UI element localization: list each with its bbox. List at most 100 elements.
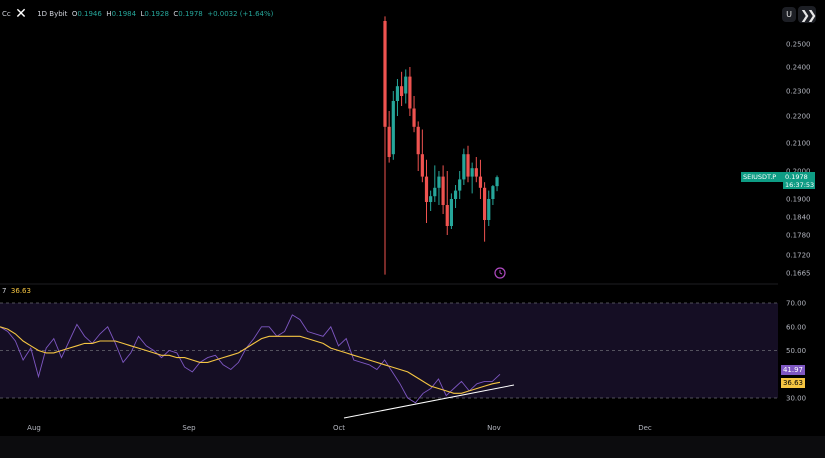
candle-body xyxy=(412,108,416,127)
price-axis-tick: 0.2400 xyxy=(786,64,811,72)
rsi-ma-value-tag: 36.63 xyxy=(781,378,805,388)
rsi-value-tag: 41.97 xyxy=(781,365,805,375)
candle-body xyxy=(429,196,433,202)
candle-body xyxy=(474,168,478,177)
rsi-ma-line[interactable] xyxy=(0,326,501,394)
close-label: C xyxy=(173,10,179,18)
candle[interactable] xyxy=(491,185,495,205)
currency-button[interactable]: U xyxy=(782,7,796,22)
time-axis-tick: Oct xyxy=(333,424,345,432)
price-axis-tick: 0.1665 xyxy=(786,270,811,278)
candle[interactable] xyxy=(420,129,424,183)
rsi-legend-prefix: 7 xyxy=(2,287,7,295)
candle-body xyxy=(483,187,487,220)
candle-body xyxy=(462,154,466,180)
candle[interactable] xyxy=(412,96,416,133)
time-axis-tick: Aug xyxy=(27,424,41,432)
candle-body xyxy=(400,86,404,96)
candle-body xyxy=(433,187,437,197)
currency-label: U xyxy=(786,10,792,19)
candle[interactable] xyxy=(424,159,429,223)
bottom-strip xyxy=(0,436,825,458)
candle[interactable] xyxy=(453,185,458,208)
price-axis-tick: 0.2100 xyxy=(786,140,811,148)
price-tag-symbol: SEIUSDT.P xyxy=(743,173,777,181)
candle[interactable] xyxy=(429,190,433,211)
candle-body xyxy=(420,154,424,177)
candle[interactable] xyxy=(483,182,487,242)
candle-body xyxy=(383,21,387,127)
time-axis-tick: Sep xyxy=(182,424,196,432)
price-axis-tick: 0.2500 xyxy=(786,41,811,49)
open-label: O xyxy=(71,10,78,18)
candle[interactable] xyxy=(474,157,478,183)
candle-body xyxy=(445,205,449,226)
price-tag-countdown: 16:37:53 xyxy=(783,181,815,189)
candle-body xyxy=(395,86,400,101)
candle[interactable] xyxy=(433,165,437,202)
candle[interactable] xyxy=(416,121,420,171)
candle-body xyxy=(458,179,462,191)
interval-label[interactable]: 1D xyxy=(37,10,48,18)
rsi-axis-tick: 50.00 xyxy=(786,347,806,355)
candle[interactable] xyxy=(395,79,400,116)
rsi-line[interactable] xyxy=(0,314,501,404)
candle-body xyxy=(391,101,395,155)
candle[interactable] xyxy=(462,148,466,185)
candle-body xyxy=(404,76,408,94)
candle-body xyxy=(437,176,441,188)
candle[interactable] xyxy=(487,190,491,226)
candle-body xyxy=(416,126,420,155)
candle[interactable] xyxy=(478,159,483,199)
exchange-label: Bybit xyxy=(49,10,68,18)
candle[interactable] xyxy=(404,69,408,104)
low-value: 0.1928 xyxy=(144,10,169,18)
candle[interactable] xyxy=(466,145,470,183)
candle-body xyxy=(478,176,483,188)
rsi-trend-line[interactable] xyxy=(343,384,515,419)
rsi-axis-tick: 60.00 xyxy=(786,323,806,331)
price-tag: SEIUSDT.P xyxy=(741,172,789,182)
candle-body xyxy=(495,177,499,187)
candle[interactable] xyxy=(470,162,474,194)
rsi-axis-tick: 70.00 xyxy=(786,300,806,308)
rsi-axis-tick: 30.00 xyxy=(786,395,806,403)
price-axis-tick: 0.2200 xyxy=(786,113,811,121)
candle[interactable] xyxy=(495,175,499,192)
candle[interactable] xyxy=(437,171,441,205)
expand-button[interactable]: ❯❯ xyxy=(798,6,817,23)
price-axis-tick: 0.1900 xyxy=(786,196,811,204)
alert-clock-icon[interactable] xyxy=(494,267,506,279)
candle-body xyxy=(408,76,412,109)
candle[interactable] xyxy=(458,171,462,199)
candle[interactable] xyxy=(445,171,449,235)
low-label: L xyxy=(140,10,145,18)
rsi-legend: 7 36.63 xyxy=(2,287,31,295)
ohlc-legend: Cc 1D Bybit O0.1946 H0.1984 L0.1928 C0.1… xyxy=(2,10,273,18)
candle[interactable] xyxy=(383,16,387,275)
candle[interactable] xyxy=(408,67,412,116)
candle-body xyxy=(491,186,495,199)
rsi-legend-value: 36.63 xyxy=(10,287,31,295)
price-axis-tick: 0.2300 xyxy=(786,88,811,96)
close-icon: ✕ xyxy=(15,6,27,22)
change-value: +0.0032 (+1.64%) xyxy=(207,10,274,18)
candle[interactable] xyxy=(387,111,391,163)
high-label: H xyxy=(106,10,112,18)
time-axis-tick: Nov xyxy=(487,424,501,432)
candle[interactable] xyxy=(441,165,445,214)
price-axis-tick: 0.1840 xyxy=(786,214,811,222)
candle-body xyxy=(487,199,491,220)
candle-body xyxy=(441,176,445,205)
candle[interactable] xyxy=(400,71,404,106)
candle[interactable] xyxy=(391,91,395,160)
close-button[interactable]: ✕ xyxy=(12,6,30,22)
price-axis-tick: 0.1780 xyxy=(786,232,811,240)
double-chevron-right-icon: ❯❯ xyxy=(799,7,817,22)
price-axis-tick: 0.1720 xyxy=(786,252,811,260)
time-axis-tick: Dec xyxy=(638,424,652,432)
symbol-short: Cc xyxy=(2,10,11,18)
candle[interactable] xyxy=(449,193,453,229)
